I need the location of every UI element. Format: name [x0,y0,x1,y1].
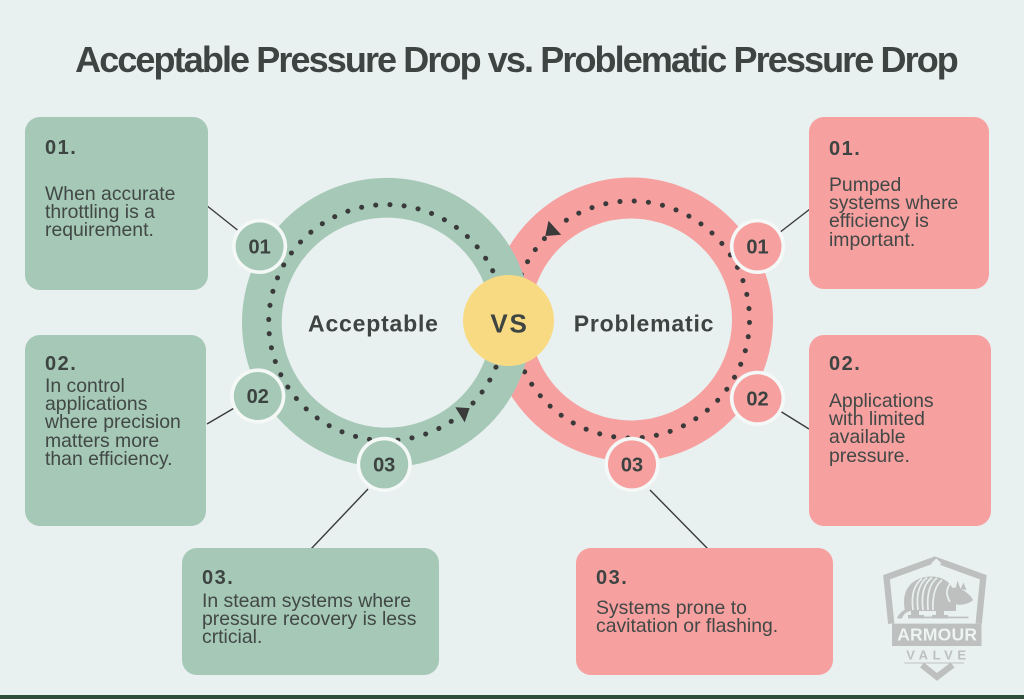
svg-text:ARMOUR: ARMOUR [897,625,977,645]
svg-text:VS: VS [490,309,528,339]
svg-text:01: 01 [746,236,768,258]
svg-text:Acceptable: Acceptable [308,311,439,337]
svg-text:02: 02 [247,386,269,408]
svg-text:02: 02 [746,388,768,410]
svg-text:VALVE: VALVE [906,647,970,662]
svg-text:03: 03 [621,454,643,476]
svg-text:Problematic: Problematic [574,311,714,337]
svg-text:01: 01 [248,236,270,258]
svg-text:03: 03 [373,454,395,476]
